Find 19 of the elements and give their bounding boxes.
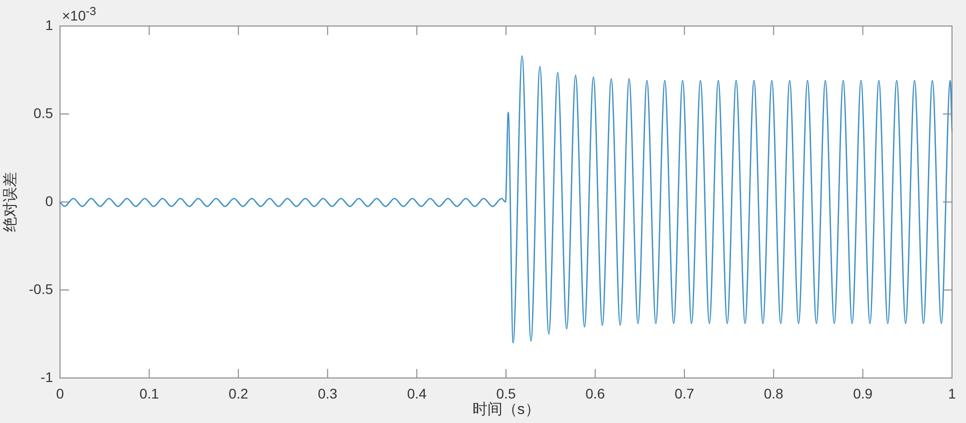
y-tick-label: -1: [40, 368, 54, 385]
x-tick-label: 0.5: [496, 385, 516, 402]
text: ×10$^{-3}$: [62, 4, 96, 25]
x-tick-label: 0.2: [228, 385, 248, 402]
x-tick-label: 0.7: [674, 385, 694, 402]
y-tick-label: 0.5: [34, 104, 54, 121]
x-tick-label: 0.8: [764, 385, 784, 402]
x-tick-label: 0.6: [585, 385, 606, 402]
x-tick-label: 0: [56, 385, 64, 402]
y-tick-label: 1: [45, 16, 54, 33]
y-tick-label: 0: [45, 192, 54, 209]
x-tick-label: 0.1: [139, 385, 160, 402]
x-axis-title: 时间（s）: [472, 401, 540, 418]
x-tick-label: 0.4: [407, 385, 427, 402]
x-tick-label: 1: [948, 385, 956, 402]
y-axis-title: 绝对误差: [2, 172, 20, 232]
x-tick-label: 0.9: [853, 385, 873, 402]
x-tick-label: 0.3: [318, 385, 338, 402]
y-tick-label: -0.5: [28, 280, 54, 297]
